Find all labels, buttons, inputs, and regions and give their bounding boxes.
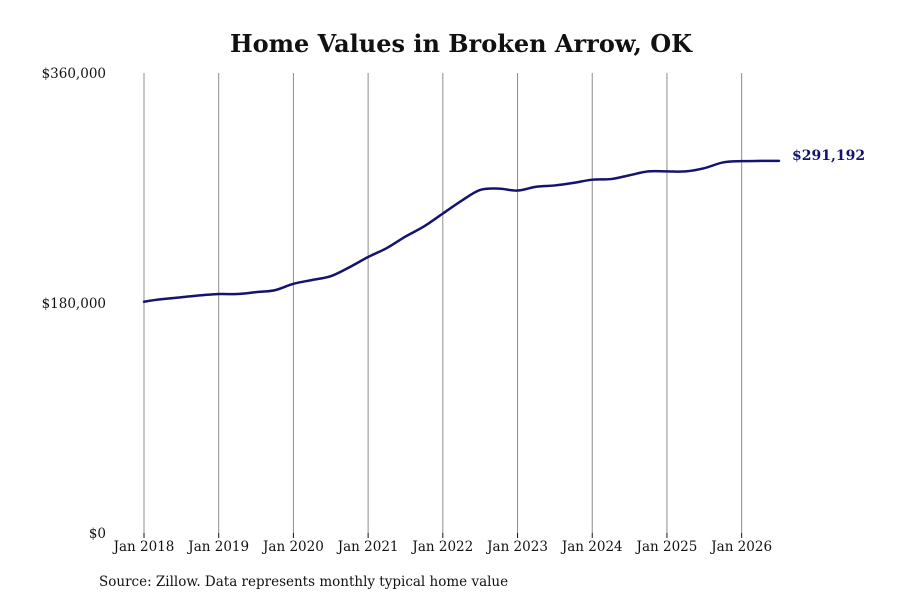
grid-layer xyxy=(143,73,743,533)
chart-title: Home Values in Broken Arrow, OK xyxy=(230,29,693,58)
x-tick-label: Jan 2024 xyxy=(560,539,623,555)
source-note: Source: Zillow. Data represents monthly … xyxy=(99,574,508,590)
y-axis: $0 $180,000 $360,000 xyxy=(42,66,106,542)
end-value-label: $291,192 xyxy=(792,148,865,164)
x-tick-label: Jan 2021 xyxy=(336,539,399,555)
y-tick-label: $180,000 xyxy=(42,296,106,312)
x-tick-label: Jan 2025 xyxy=(635,539,698,555)
x-tick-label: Jan 2023 xyxy=(485,539,548,555)
x-tick-label: Jan 2020 xyxy=(261,539,324,555)
x-tick-label: Jan 2018 xyxy=(112,539,175,555)
series-layer xyxy=(142,159,781,303)
y-tick-label: $360,000 xyxy=(42,66,106,82)
x-tick-label: Jan 2022 xyxy=(410,539,473,555)
y-tick-label: $0 xyxy=(89,526,106,542)
x-axis: Jan 2018 Jan 2019 Jan 2020 Jan 2021 Jan 2022… xyxy=(112,533,772,555)
series-line xyxy=(142,159,781,303)
x-tick-label: Jan 2019 xyxy=(186,539,249,555)
x-tick-label: Jan 2026 xyxy=(709,539,772,555)
